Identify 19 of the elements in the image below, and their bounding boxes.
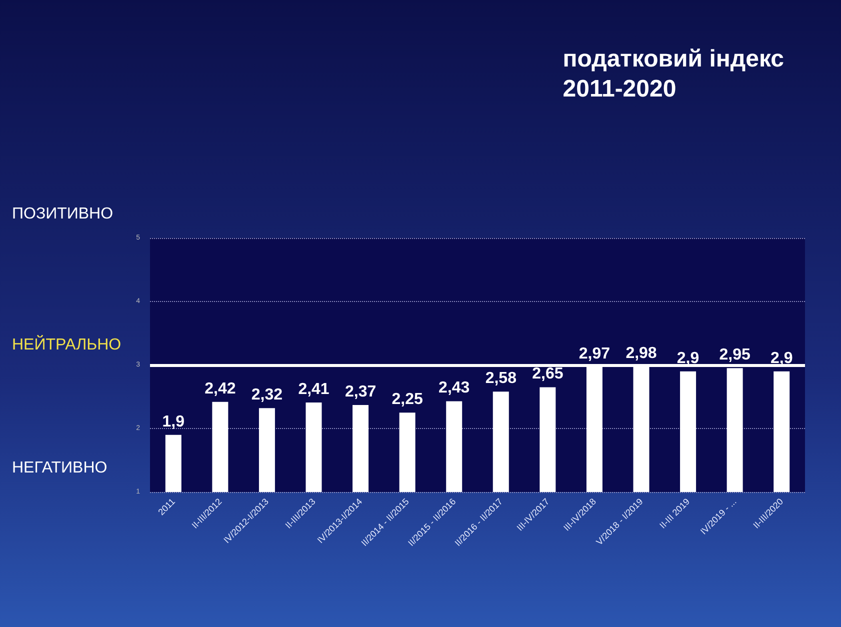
data-label: 2,37	[344, 384, 376, 401]
data-label: 2,9	[770, 350, 793, 367]
data-label: 2,41	[298, 380, 330, 398]
text: НЕГАТИВНО	[12, 460, 108, 476]
data-label: 2,95	[719, 346, 750, 364]
data-label: 2,9	[676, 350, 700, 367]
data-label: 2,43	[438, 380, 470, 397]
data-label: 2,32	[251, 386, 283, 404]
chart-title: податковий індекс	[562, 46, 784, 72]
data-label: 2,25	[392, 391, 423, 408]
data-label: 2,97	[578, 345, 610, 362]
data-label: 2,58	[485, 370, 517, 388]
data-label: 1,9	[162, 413, 185, 430]
text: ПОЗИТИВНО	[12, 206, 114, 222]
chart-subtitle: 2011-2020	[562, 76, 676, 102]
data-label: 2,98	[626, 344, 657, 362]
data-label: 2,42	[204, 380, 236, 398]
ref-line-label: НЕЙТРАЛЬНО	[12, 334, 122, 354]
data-label: 2,65	[532, 366, 564, 383]
